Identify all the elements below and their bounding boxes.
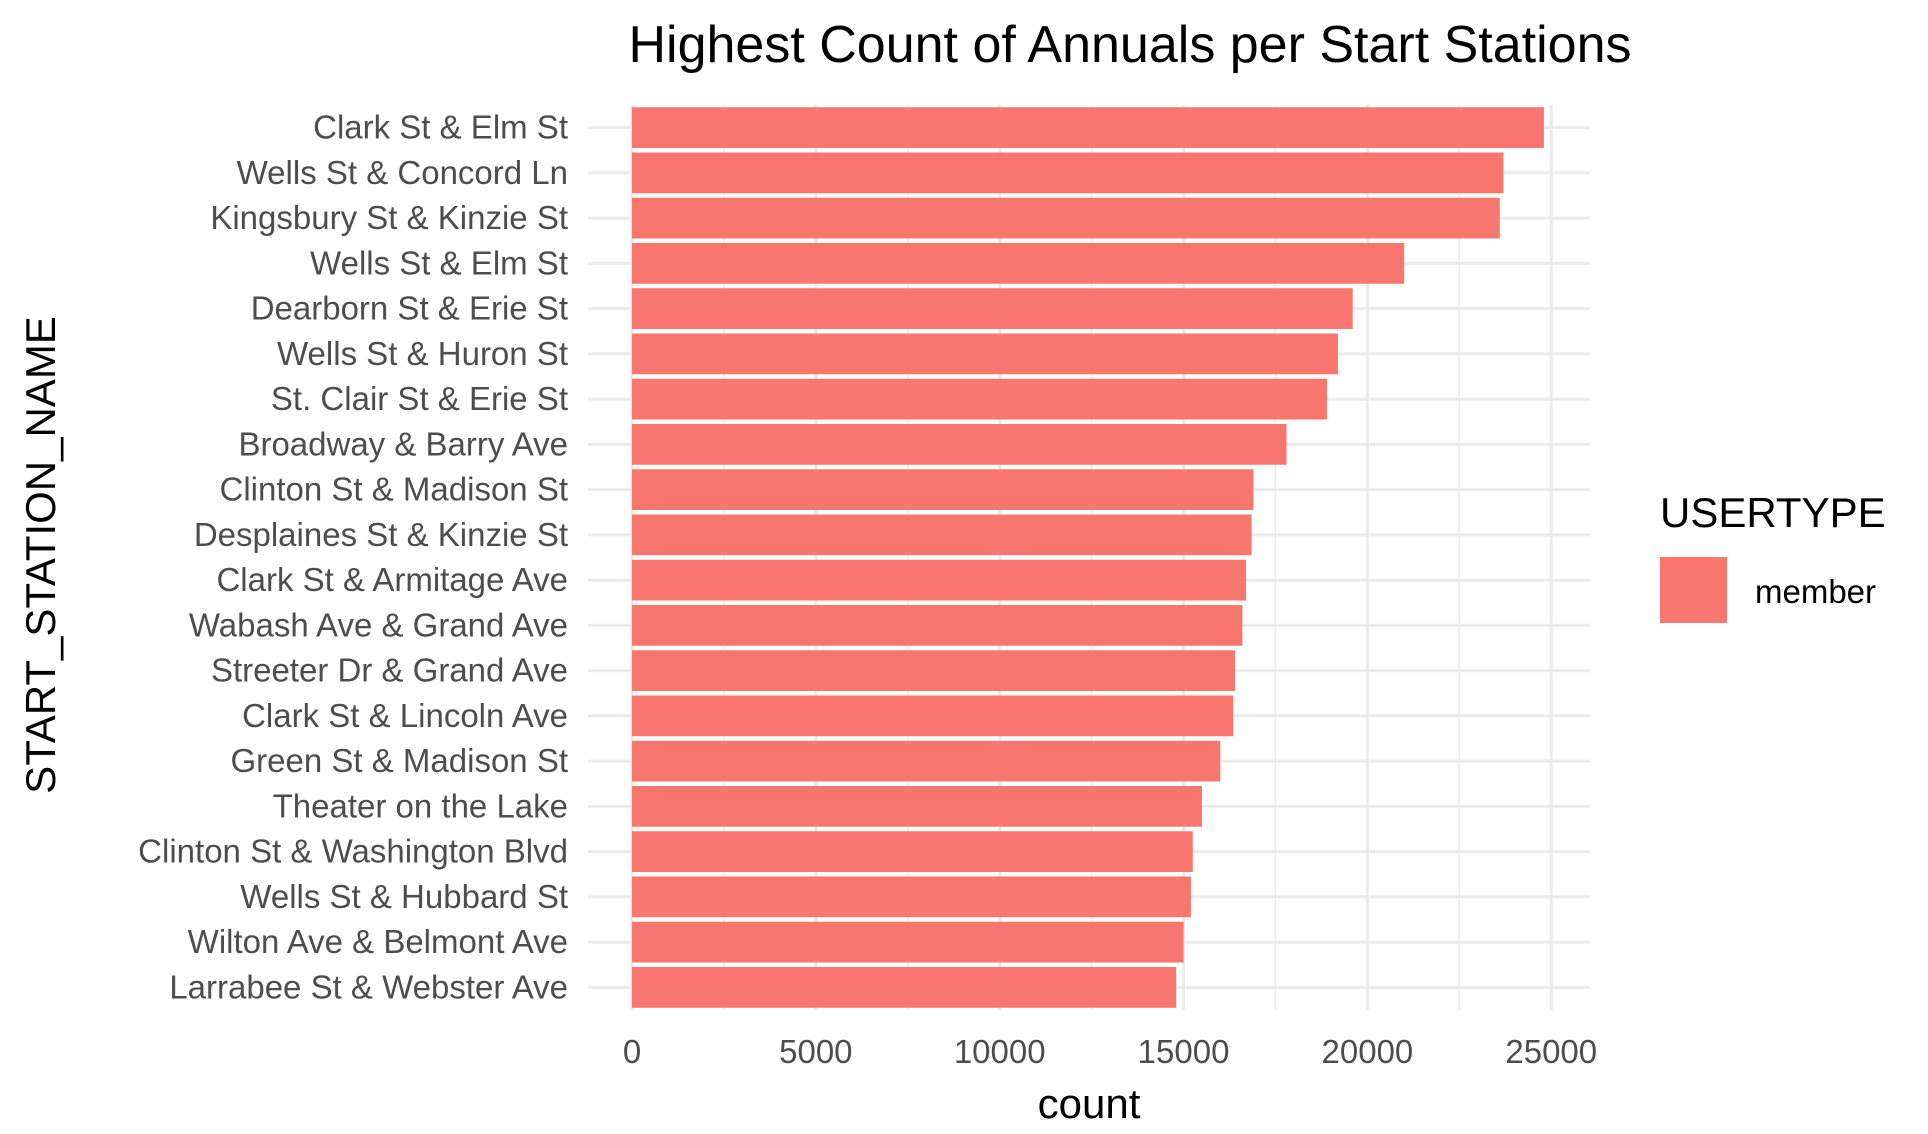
y-tick-label: Clark St & Elm St: [313, 109, 568, 146]
y-tick-label: Larrabee St & Webster Ave: [169, 968, 568, 1005]
y-tick-label: Dearborn St & Erie St: [251, 290, 568, 327]
x-tick-label: 5000: [779, 1033, 852, 1070]
legend-title: USERTYPE: [1660, 489, 1886, 536]
bar: [632, 243, 1405, 284]
bar: [632, 469, 1254, 510]
bar: [632, 152, 1504, 194]
y-tick-label: Kingsbury St & Kinzie St: [210, 199, 568, 236]
y-tick-label: Theater on the Lake: [273, 787, 568, 824]
y-tick-label: Clinton St & Washington Blvd: [138, 833, 568, 870]
y-tick-label: Clinton St & Madison St: [220, 471, 569, 508]
x-tick-label: 0: [623, 1033, 641, 1070]
y-axis-title: START_STATION_NAME: [17, 316, 64, 794]
y-tick-label: Wells St & Elm St: [310, 244, 568, 281]
y-tick-label: Clark St & Lincoln Ave: [242, 697, 568, 734]
bar: [632, 876, 1191, 918]
bar: [632, 786, 1202, 827]
bars: [632, 107, 1544, 1008]
y-tick-label: Streeter Dr & Grand Ave: [211, 652, 568, 689]
y-tick-label: Green St & Madison St: [231, 742, 569, 779]
x-axis-title: count: [1038, 1080, 1141, 1127]
grid-lines: [588, 105, 1590, 1010]
x-tick-label: 25000: [1505, 1033, 1597, 1070]
y-tick-label: Wells St & Huron St: [277, 335, 568, 372]
y-tick-labels: Clark St & Elm St Wells St & Concord Ln Ki…: [138, 109, 568, 1006]
bar: [632, 967, 1177, 1008]
legend: USERTYPE member: [1660, 489, 1886, 623]
bar: [632, 424, 1287, 465]
bar: [632, 197, 1500, 239]
y-tick-label: St. Clair St & Erie St: [271, 380, 568, 417]
legend-key: [1660, 557, 1727, 623]
x-tick-label: 20000: [1322, 1033, 1414, 1070]
y-tick-label: Broadway & Barry Ave: [238, 425, 568, 462]
legend-label: member: [1755, 573, 1876, 610]
bar: [632, 559, 1247, 601]
y-tick-label: Clark St & Armitage Ave: [216, 561, 568, 598]
bar: [632, 333, 1338, 375]
y-tick-label: Desplaines St & Kinzie St: [194, 516, 568, 553]
x-tick-label: 15000: [1138, 1033, 1230, 1070]
x-tick-label: 10000: [954, 1033, 1046, 1070]
bar: [632, 514, 1252, 556]
bar: [632, 605, 1243, 646]
x-tick-labels: 0 5000 10000 15000 20000 25000: [623, 1033, 1597, 1070]
bar: [632, 288, 1353, 329]
bar: [632, 831, 1193, 872]
bar: [632, 378, 1327, 420]
y-tick-label: Wells St & Concord Ln: [237, 154, 568, 191]
y-tick-label: Wells St & Hubbard St: [240, 878, 568, 915]
y-tick-label: Wilton Ave & Belmont Ave: [188, 923, 568, 960]
bar: [632, 650, 1236, 691]
y-tick-label: Wabash Ave & Grand Ave: [189, 606, 568, 643]
bar: [632, 695, 1234, 737]
bar: [632, 740, 1221, 782]
bar: [632, 921, 1184, 963]
chart-title: Highest Count of Annuals per Start Stati…: [628, 16, 1631, 74]
bar: [632, 107, 1544, 148]
